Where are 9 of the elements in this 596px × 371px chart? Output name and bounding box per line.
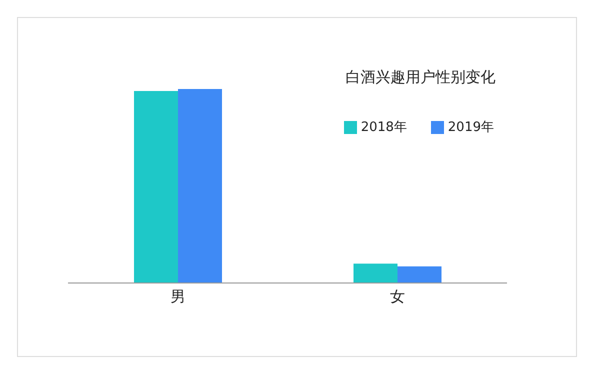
bar	[398, 266, 442, 283]
legend-label: 2018年	[360, 120, 407, 135]
x-tick-label: 女	[390, 288, 405, 306]
x-tick-label: 男	[170, 288, 186, 306]
chart-title: 白酒兴趣用户性别变化	[344, 68, 496, 87]
bar	[134, 90, 178, 283]
legend-label: 2019年	[448, 120, 494, 135]
bar	[178, 89, 222, 283]
bar	[354, 264, 398, 283]
